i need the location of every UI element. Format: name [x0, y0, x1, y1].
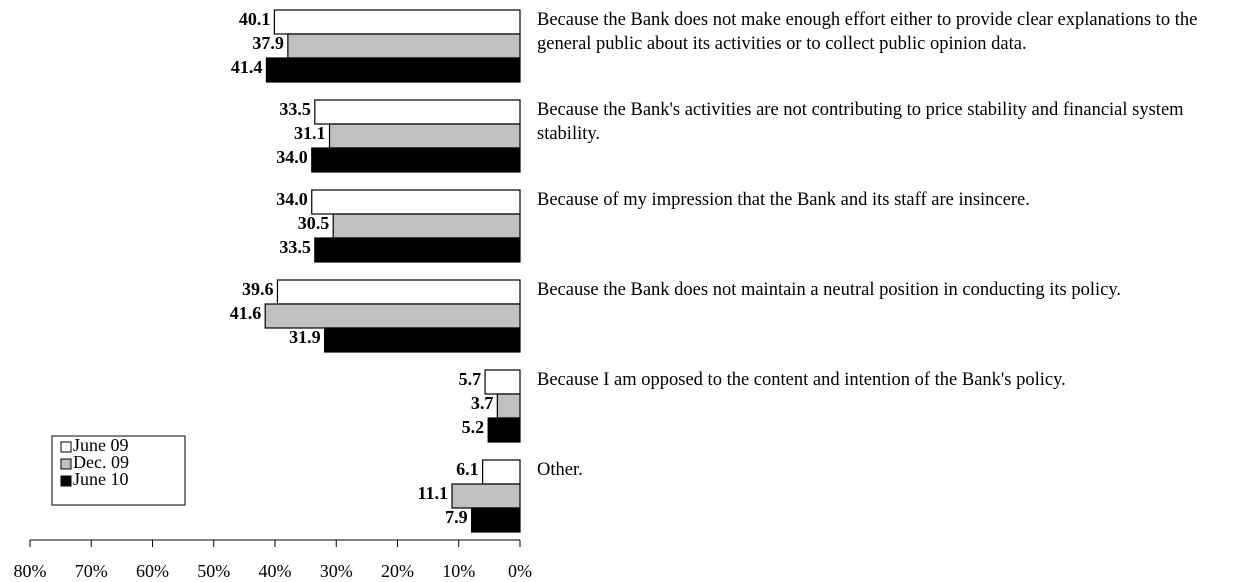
value-label: 30.5 — [298, 213, 330, 233]
category-label: Because the Bank's activities are not co… — [537, 100, 1184, 144]
legend-swatch — [60, 441, 72, 453]
value-label: 40.1 — [239, 9, 271, 29]
category-label: Because I am opposed to the content and … — [537, 370, 1066, 390]
bar — [496, 393, 521, 419]
x-tick-label: 40% — [259, 561, 292, 581]
category-label: Other. — [537, 460, 583, 480]
value-label: 31.1 — [294, 123, 326, 143]
value-label: 41.4 — [231, 57, 263, 77]
x-tick-label: 30% — [320, 561, 353, 581]
value-label: 34.0 — [276, 189, 308, 209]
bar — [482, 459, 521, 485]
value-label: 33.5 — [279, 99, 311, 119]
category-label: Because the Bank does not maintain a neu… — [537, 280, 1121, 300]
legend-swatch — [60, 475, 72, 487]
x-tick-label: 50% — [197, 561, 230, 581]
bar — [451, 483, 521, 509]
value-label: 5.2 — [462, 417, 485, 437]
x-tick-label: 0% — [508, 561, 532, 581]
value-label: 34.0 — [276, 147, 308, 167]
bar — [311, 189, 521, 215]
value-label: 3.7 — [471, 393, 494, 413]
bar — [311, 147, 521, 173]
bar — [324, 327, 521, 353]
x-tick-label: 10% — [442, 561, 475, 581]
category-label: Because of my impression that the Bank a… — [537, 190, 1030, 210]
bar — [264, 303, 521, 329]
legend-label: June 09 — [73, 435, 129, 455]
bar — [484, 369, 521, 395]
bar — [328, 123, 521, 149]
legend-label: Dec. 09 — [73, 452, 129, 472]
value-label: 5.7 — [459, 369, 482, 389]
x-tick-label: 80% — [14, 561, 47, 581]
bar — [273, 9, 521, 35]
bar — [314, 99, 521, 125]
legend-label: June 10 — [73, 469, 129, 489]
value-label: 33.5 — [279, 237, 311, 257]
value-label: 6.1 — [456, 459, 479, 479]
bar — [332, 213, 521, 239]
category-label: Because the Bank does not make enough ef… — [537, 10, 1198, 54]
x-tick-label: 20% — [381, 561, 414, 581]
bar — [487, 417, 521, 443]
value-label: 31.9 — [289, 327, 321, 347]
value-label: 7.9 — [445, 507, 468, 527]
bar — [276, 279, 521, 305]
bar — [287, 33, 521, 59]
bar — [265, 57, 521, 83]
value-label: 39.6 — [242, 279, 274, 299]
value-label: 37.9 — [252, 33, 284, 53]
legend-swatch — [60, 458, 72, 470]
value-label: 11.1 — [417, 483, 448, 503]
x-tick-label: 70% — [75, 561, 108, 581]
legend-box — [51, 435, 186, 506]
bar — [471, 507, 521, 533]
value-label: 41.6 — [230, 303, 262, 323]
bar — [314, 237, 521, 263]
x-tick-label: 60% — [136, 561, 169, 581]
